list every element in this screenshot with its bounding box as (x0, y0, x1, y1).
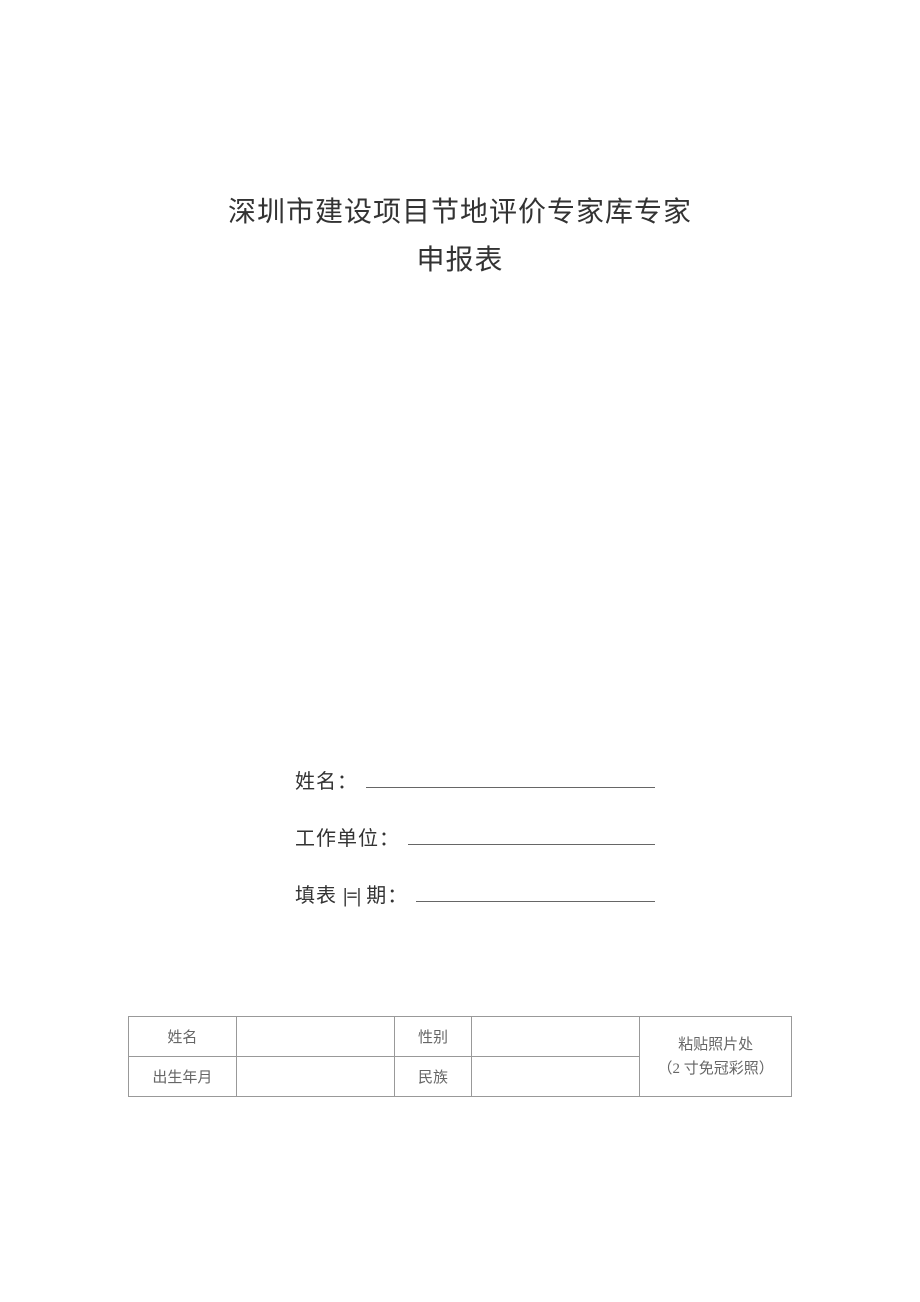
photo-cell: 粘贴照片处 （2 寸免冠彩照） (640, 1017, 792, 1097)
work-unit-label: 工作单位： (295, 822, 400, 851)
gender-cell-value (472, 1017, 640, 1057)
name-underline (366, 787, 655, 788)
name-cell-label: 姓名 (129, 1017, 237, 1057)
birth-cell-value (236, 1057, 394, 1097)
table-row: 姓名 性别 粘贴照片处 （2 寸免冠彩照） (129, 1017, 792, 1057)
ethnicity-cell-value (472, 1057, 640, 1097)
work-unit-underline (408, 844, 655, 845)
fill-date-label: 填表 |=| 期： (295, 879, 408, 908)
fill-date-prefix: 填表 (295, 885, 343, 907)
title-line-1: 深圳市建设项目节地评价专家库专家 (0, 190, 920, 230)
title-line-2: 申报表 (0, 238, 920, 278)
info-table: 姓名 性别 粘贴照片处 （2 寸免冠彩照） 出生年月 民族 (128, 1016, 792, 1097)
photo-cell-line2: （2 寸免冠彩照） (640, 1057, 791, 1081)
fill-date-underline (416, 901, 655, 902)
fill-date-suffix: 期： (360, 885, 408, 907)
ethnicity-cell-label: 民族 (394, 1057, 472, 1097)
name-field-row: 姓名： (295, 765, 655, 794)
birth-cell-label: 出生年月 (129, 1057, 237, 1097)
document-title-section: 深圳市建设项目节地评价专家库专家 申报表 (0, 190, 920, 278)
name-label: 姓名： (295, 765, 358, 794)
work-unit-field-row: 工作单位： (295, 822, 655, 851)
name-cell-value (236, 1017, 394, 1057)
gender-cell-label: 性别 (394, 1017, 472, 1057)
fill-date-special: |=| (343, 885, 360, 907)
info-table-section: 姓名 性别 粘贴照片处 （2 寸免冠彩照） 出生年月 民族 (128, 1016, 792, 1097)
fill-date-field-row: 填表 |=| 期： (295, 879, 655, 908)
photo-cell-line1: 粘贴照片处 (640, 1033, 791, 1057)
form-fields-section: 姓名： 工作单位： 填表 |=| 期： (295, 765, 655, 936)
